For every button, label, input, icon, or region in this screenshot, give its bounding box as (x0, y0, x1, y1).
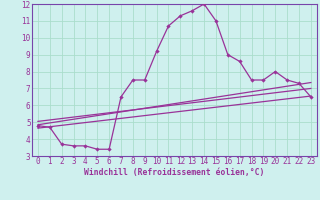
X-axis label: Windchill (Refroidissement éolien,°C): Windchill (Refroidissement éolien,°C) (84, 168, 265, 177)
